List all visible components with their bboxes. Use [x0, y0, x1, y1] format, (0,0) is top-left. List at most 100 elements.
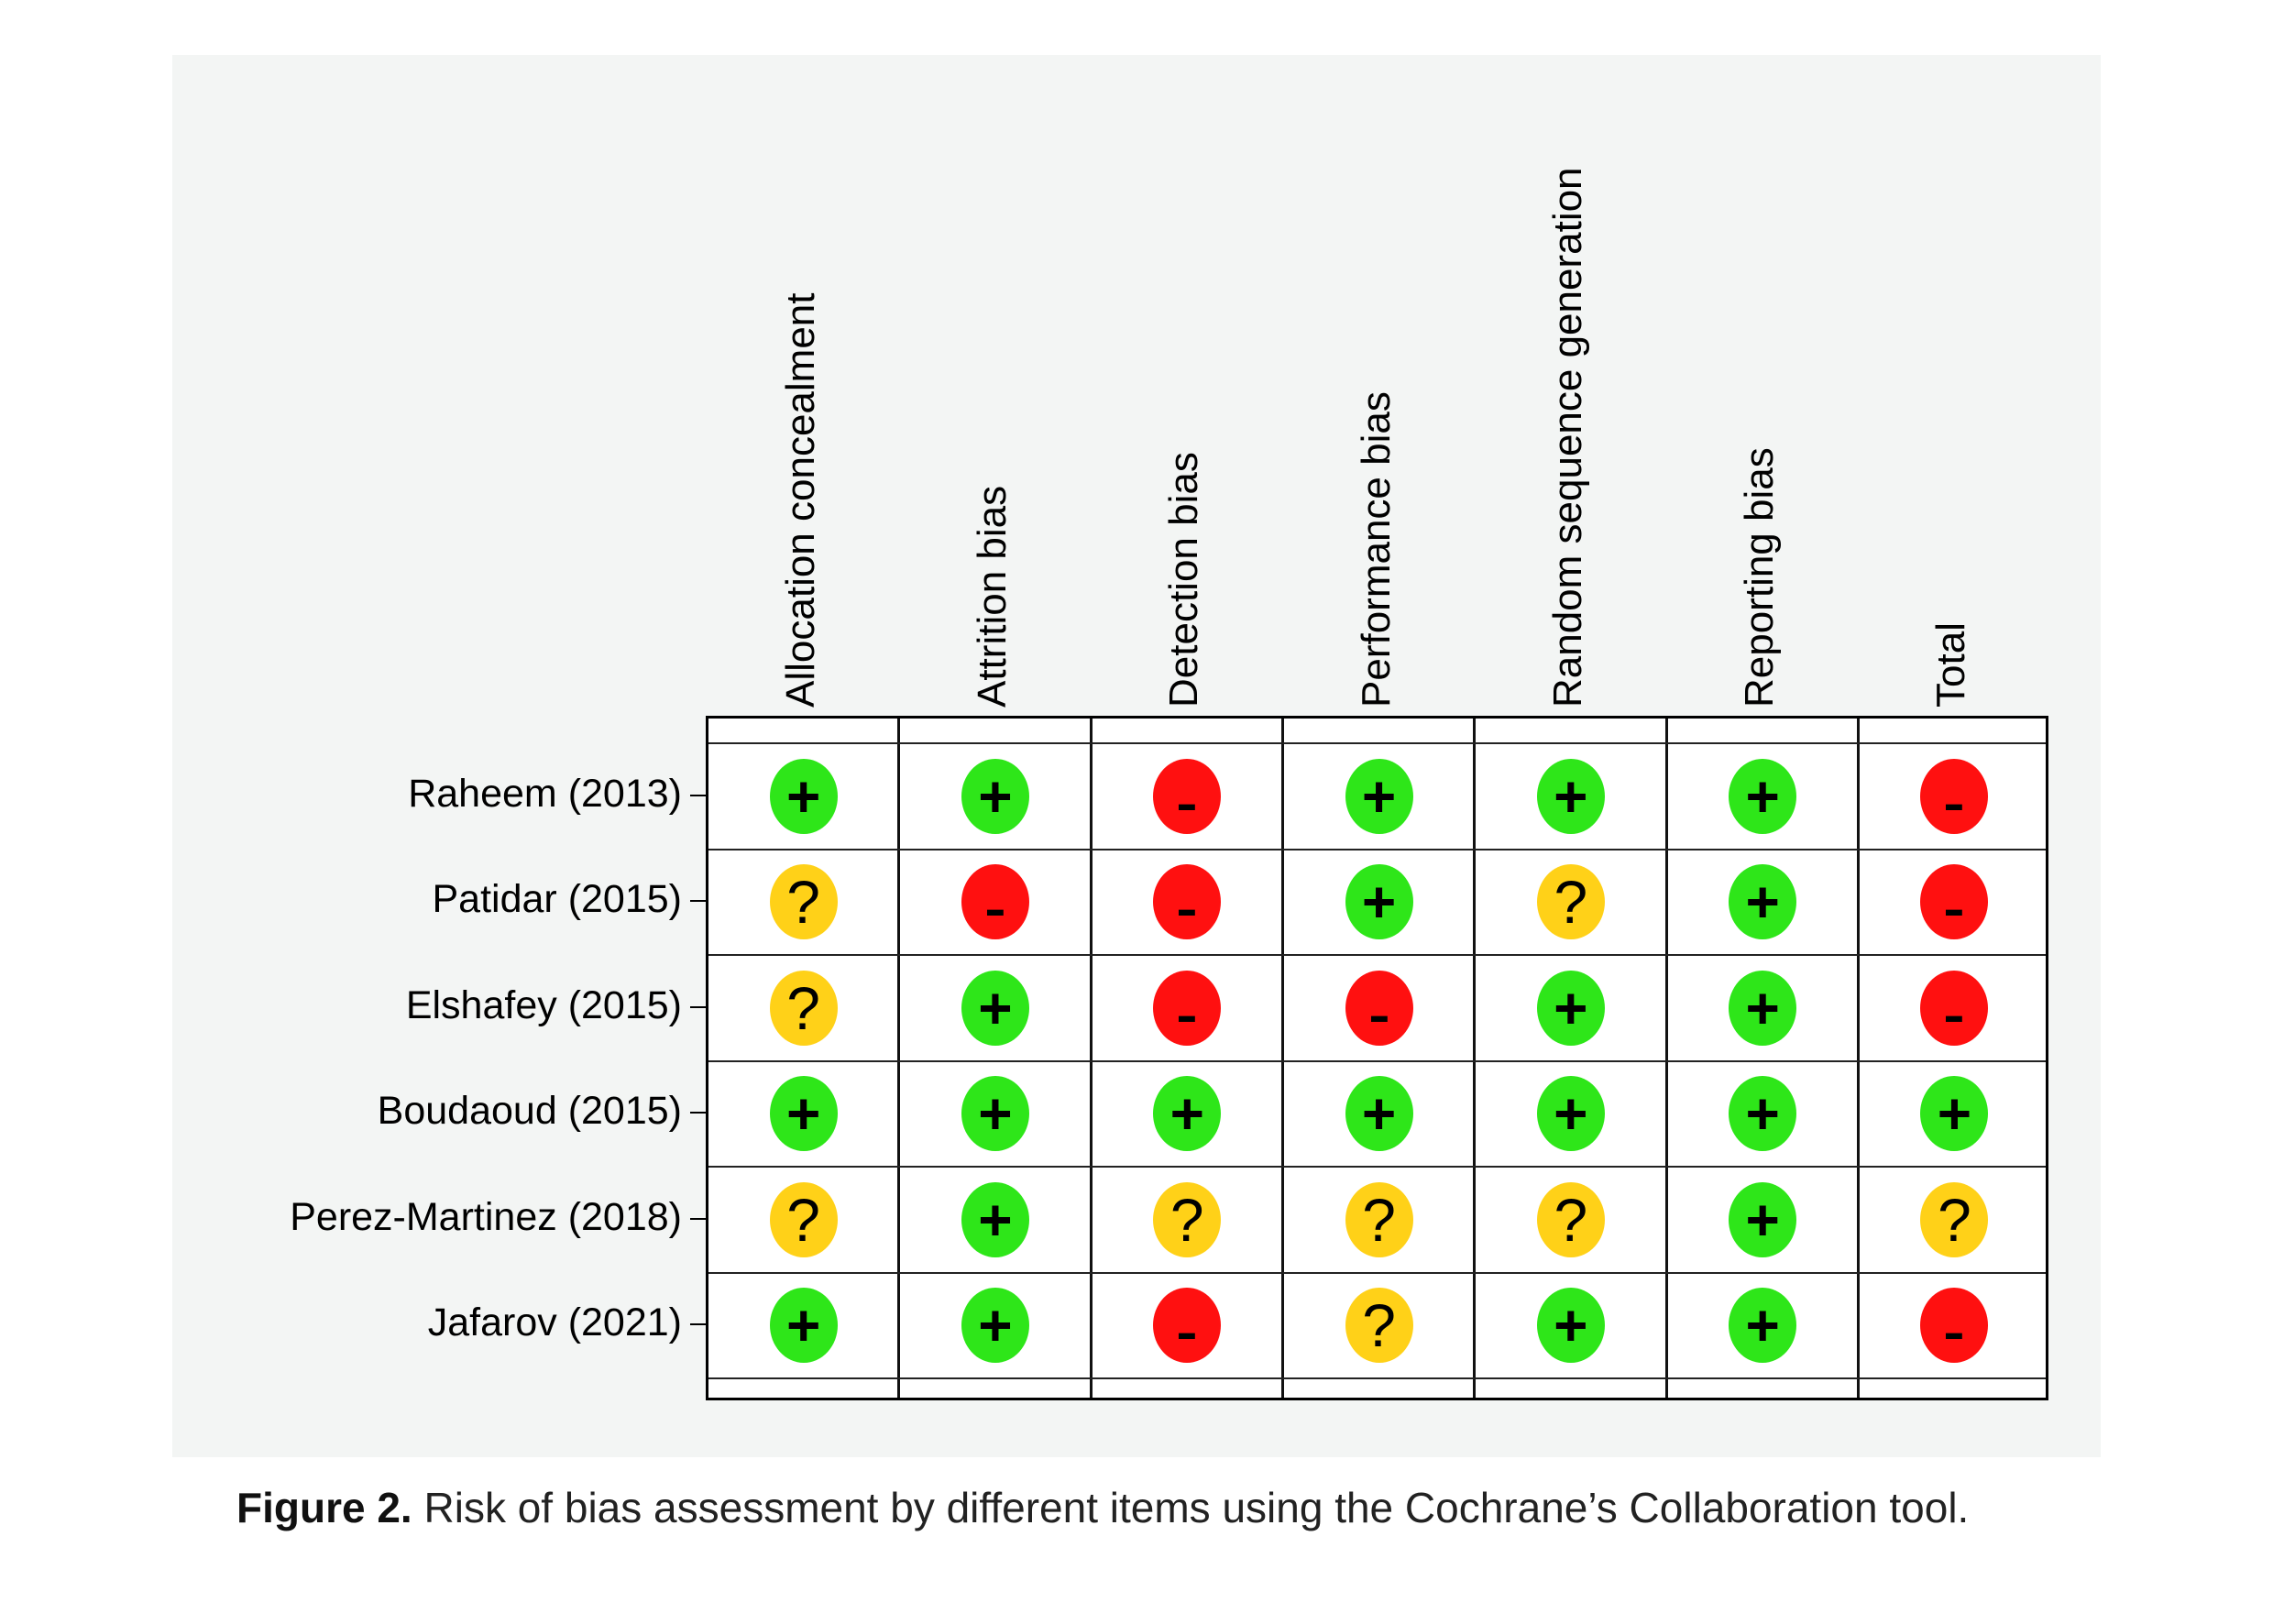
low-risk-plus-icon: + [1345, 1076, 1413, 1152]
grid-row-divider [708, 954, 2046, 956]
low-risk-plus-icon: + [1536, 1076, 1605, 1152]
unclear-risk-question-icon: ? [1345, 1288, 1413, 1364]
low-risk-plus-icon: + [769, 1076, 838, 1152]
mark-symbol: + [978, 1292, 1013, 1359]
low-risk-plus-icon: + [769, 1288, 838, 1364]
mark-symbol: + [978, 1081, 1013, 1147]
mark-symbol: + [1937, 1081, 1972, 1147]
column-label: Total [1928, 622, 1974, 708]
unclear-risk-question-icon: ? [769, 970, 838, 1046]
row-label: Perez-Martinez (2018) [290, 1194, 682, 1239]
high-risk-minus-icon: - [1153, 1288, 1222, 1364]
mark-symbol: - [1943, 775, 1966, 831]
low-risk-plus-icon: + [1536, 1288, 1605, 1364]
mark-symbol: - [1176, 987, 1198, 1043]
low-risk-plus-icon: + [1345, 758, 1413, 834]
grid-column-divider [1664, 719, 1668, 1398]
low-risk-plus-icon: + [961, 758, 1029, 834]
mark-symbol: - [1943, 882, 1966, 938]
row-label: Jafarov (2021) [427, 1300, 682, 1345]
grid-row-divider [708, 1377, 2046, 1379]
low-risk-plus-icon: + [961, 1288, 1029, 1364]
row-tick [690, 1112, 706, 1114]
mark-symbol: ? [1362, 1185, 1396, 1254]
grid-column-divider [1280, 719, 1284, 1398]
high-risk-minus-icon: - [1153, 864, 1222, 940]
low-risk-plus-icon: + [1153, 1076, 1222, 1152]
high-risk-minus-icon: - [1153, 970, 1222, 1046]
row-tick [690, 1005, 706, 1008]
mark-symbol: + [1745, 1081, 1780, 1147]
mark-symbol: + [1554, 1081, 1588, 1147]
mark-symbol: ? [1554, 1185, 1588, 1254]
mark-symbol: - [984, 882, 1006, 938]
high-risk-minus-icon: - [1920, 758, 1989, 834]
mark-symbol: + [1169, 1081, 1204, 1147]
row-label: Raheem (2013) [408, 771, 682, 816]
grid-row-divider [708, 742, 2046, 744]
column-label: Allocation concealment [777, 292, 823, 708]
mark-symbol: + [1361, 1081, 1397, 1147]
caption-text: Risk of bias assessment by different ite… [412, 1484, 1970, 1531]
grid-row-divider [708, 1271, 2046, 1274]
mark-symbol: + [1361, 763, 1397, 829]
low-risk-plus-icon: + [961, 970, 1029, 1046]
mark-symbol: + [1745, 1292, 1780, 1359]
low-risk-plus-icon: + [1729, 1181, 1797, 1257]
mark-symbol: ? [786, 1185, 820, 1254]
column-label: Attrition bias [969, 485, 1015, 708]
caption-label: Figure 2. [236, 1484, 412, 1531]
grid-column-divider [1856, 719, 1860, 1398]
grid-row-divider [708, 848, 2046, 850]
mark-symbol: - [1943, 987, 1966, 1043]
mark-symbol: ? [1362, 1291, 1396, 1360]
mark-symbol: ? [1554, 868, 1588, 937]
unclear-risk-question-icon: ? [1345, 1181, 1413, 1257]
low-risk-plus-icon: + [1729, 758, 1797, 834]
unclear-risk-question-icon: ? [1536, 864, 1605, 940]
row-tick [690, 794, 706, 796]
mark-symbol: + [1745, 974, 1780, 1041]
grid-column-divider [1089, 719, 1093, 1398]
unclear-risk-question-icon: ? [769, 864, 838, 940]
high-risk-minus-icon: - [1920, 864, 1989, 940]
mark-symbol: - [1176, 1305, 1198, 1361]
high-risk-minus-icon: - [961, 864, 1029, 940]
risk-of-bias-grid: + + - + + + -? - - +? + -? + - - + + - + + + + + + +? +??? +? + + -? +… [706, 716, 2048, 1400]
mark-symbol: - [1367, 987, 1390, 1043]
mark-symbol: + [785, 1292, 821, 1359]
mark-symbol: + [1554, 763, 1588, 829]
low-risk-plus-icon: + [769, 758, 838, 834]
grid-row-divider [708, 1059, 2046, 1062]
mark-symbol: + [978, 974, 1013, 1041]
low-risk-plus-icon: + [1536, 970, 1605, 1046]
mark-symbol: - [1176, 775, 1198, 831]
column-label: Detection bias [1161, 452, 1207, 708]
high-risk-minus-icon: - [1153, 758, 1222, 834]
low-risk-plus-icon: + [1729, 1288, 1797, 1364]
high-risk-minus-icon: - [1345, 970, 1413, 1046]
unclear-risk-question-icon: ? [1536, 1181, 1605, 1257]
mark-symbol: + [785, 763, 821, 829]
mark-symbol: ? [786, 973, 820, 1042]
figure-caption: Figure 2. Risk of bias assessment by dif… [236, 1483, 1969, 1532]
row-label: Elshafey (2015) [405, 982, 682, 1027]
column-label: Reporting bias [1737, 447, 1783, 708]
mark-symbol: + [978, 1186, 1013, 1253]
high-risk-minus-icon: - [1920, 970, 1989, 1046]
unclear-risk-question-icon: ? [1920, 1181, 1989, 1257]
mark-symbol: + [1745, 869, 1780, 936]
low-risk-plus-icon: + [1729, 1076, 1797, 1152]
mark-symbol: + [1745, 763, 1780, 829]
row-tick [690, 900, 706, 903]
mark-symbol: ? [1169, 1185, 1204, 1254]
row-label: Patidar (2015) [432, 877, 683, 922]
grid-column-divider [1473, 719, 1477, 1398]
mark-symbol: + [1361, 869, 1397, 936]
low-risk-plus-icon: + [1920, 1076, 1989, 1152]
low-risk-plus-icon: + [1536, 758, 1605, 834]
mark-symbol: ? [1938, 1185, 1971, 1254]
high-risk-minus-icon: - [1920, 1288, 1989, 1364]
mark-symbol: + [785, 1081, 821, 1147]
mark-symbol: + [1745, 1186, 1780, 1253]
